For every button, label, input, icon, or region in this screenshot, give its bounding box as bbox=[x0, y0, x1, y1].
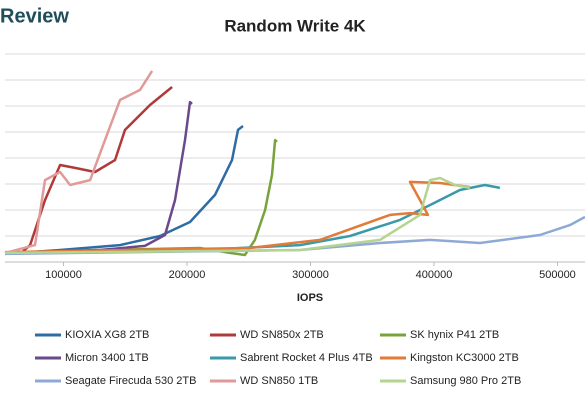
legend-label: Seagate Firecuda 530 2TB bbox=[65, 375, 196, 387]
x-tick-label: 400000 bbox=[416, 269, 453, 281]
legend-label: WD SN850x 2TB bbox=[240, 329, 324, 341]
series-line bbox=[4, 100, 193, 255]
series-line bbox=[4, 180, 471, 254]
legend-label: Micron 3400 1TB bbox=[65, 352, 149, 364]
chart-title: Random Write 4K bbox=[224, 16, 366, 35]
legend-label: KIOXIA XG8 2TB bbox=[65, 329, 149, 341]
series-line bbox=[4, 125, 244, 256]
x-tick-label: 300000 bbox=[292, 269, 329, 281]
legend-label: WD SN850 1TB bbox=[240, 375, 318, 387]
legend-label: Samsung 980 Pro 2TB bbox=[410, 375, 521, 387]
legend-label: Sabrent Rocket 4 Plus 4TB bbox=[240, 352, 373, 364]
x-tick-label: 500000 bbox=[539, 269, 576, 281]
logo: Review bbox=[0, 5, 69, 27]
x-tick-label: 200000 bbox=[169, 269, 206, 281]
x-tick-label: 100000 bbox=[45, 269, 82, 281]
x-axis-label: IOPS bbox=[297, 292, 323, 304]
legend-label: Kingston KC3000 2TB bbox=[410, 352, 519, 364]
legend-label: SK hynix P41 2TB bbox=[410, 329, 499, 341]
series-line bbox=[19, 86, 173, 255]
series-line bbox=[4, 176, 471, 255]
series-line bbox=[4, 70, 154, 255]
